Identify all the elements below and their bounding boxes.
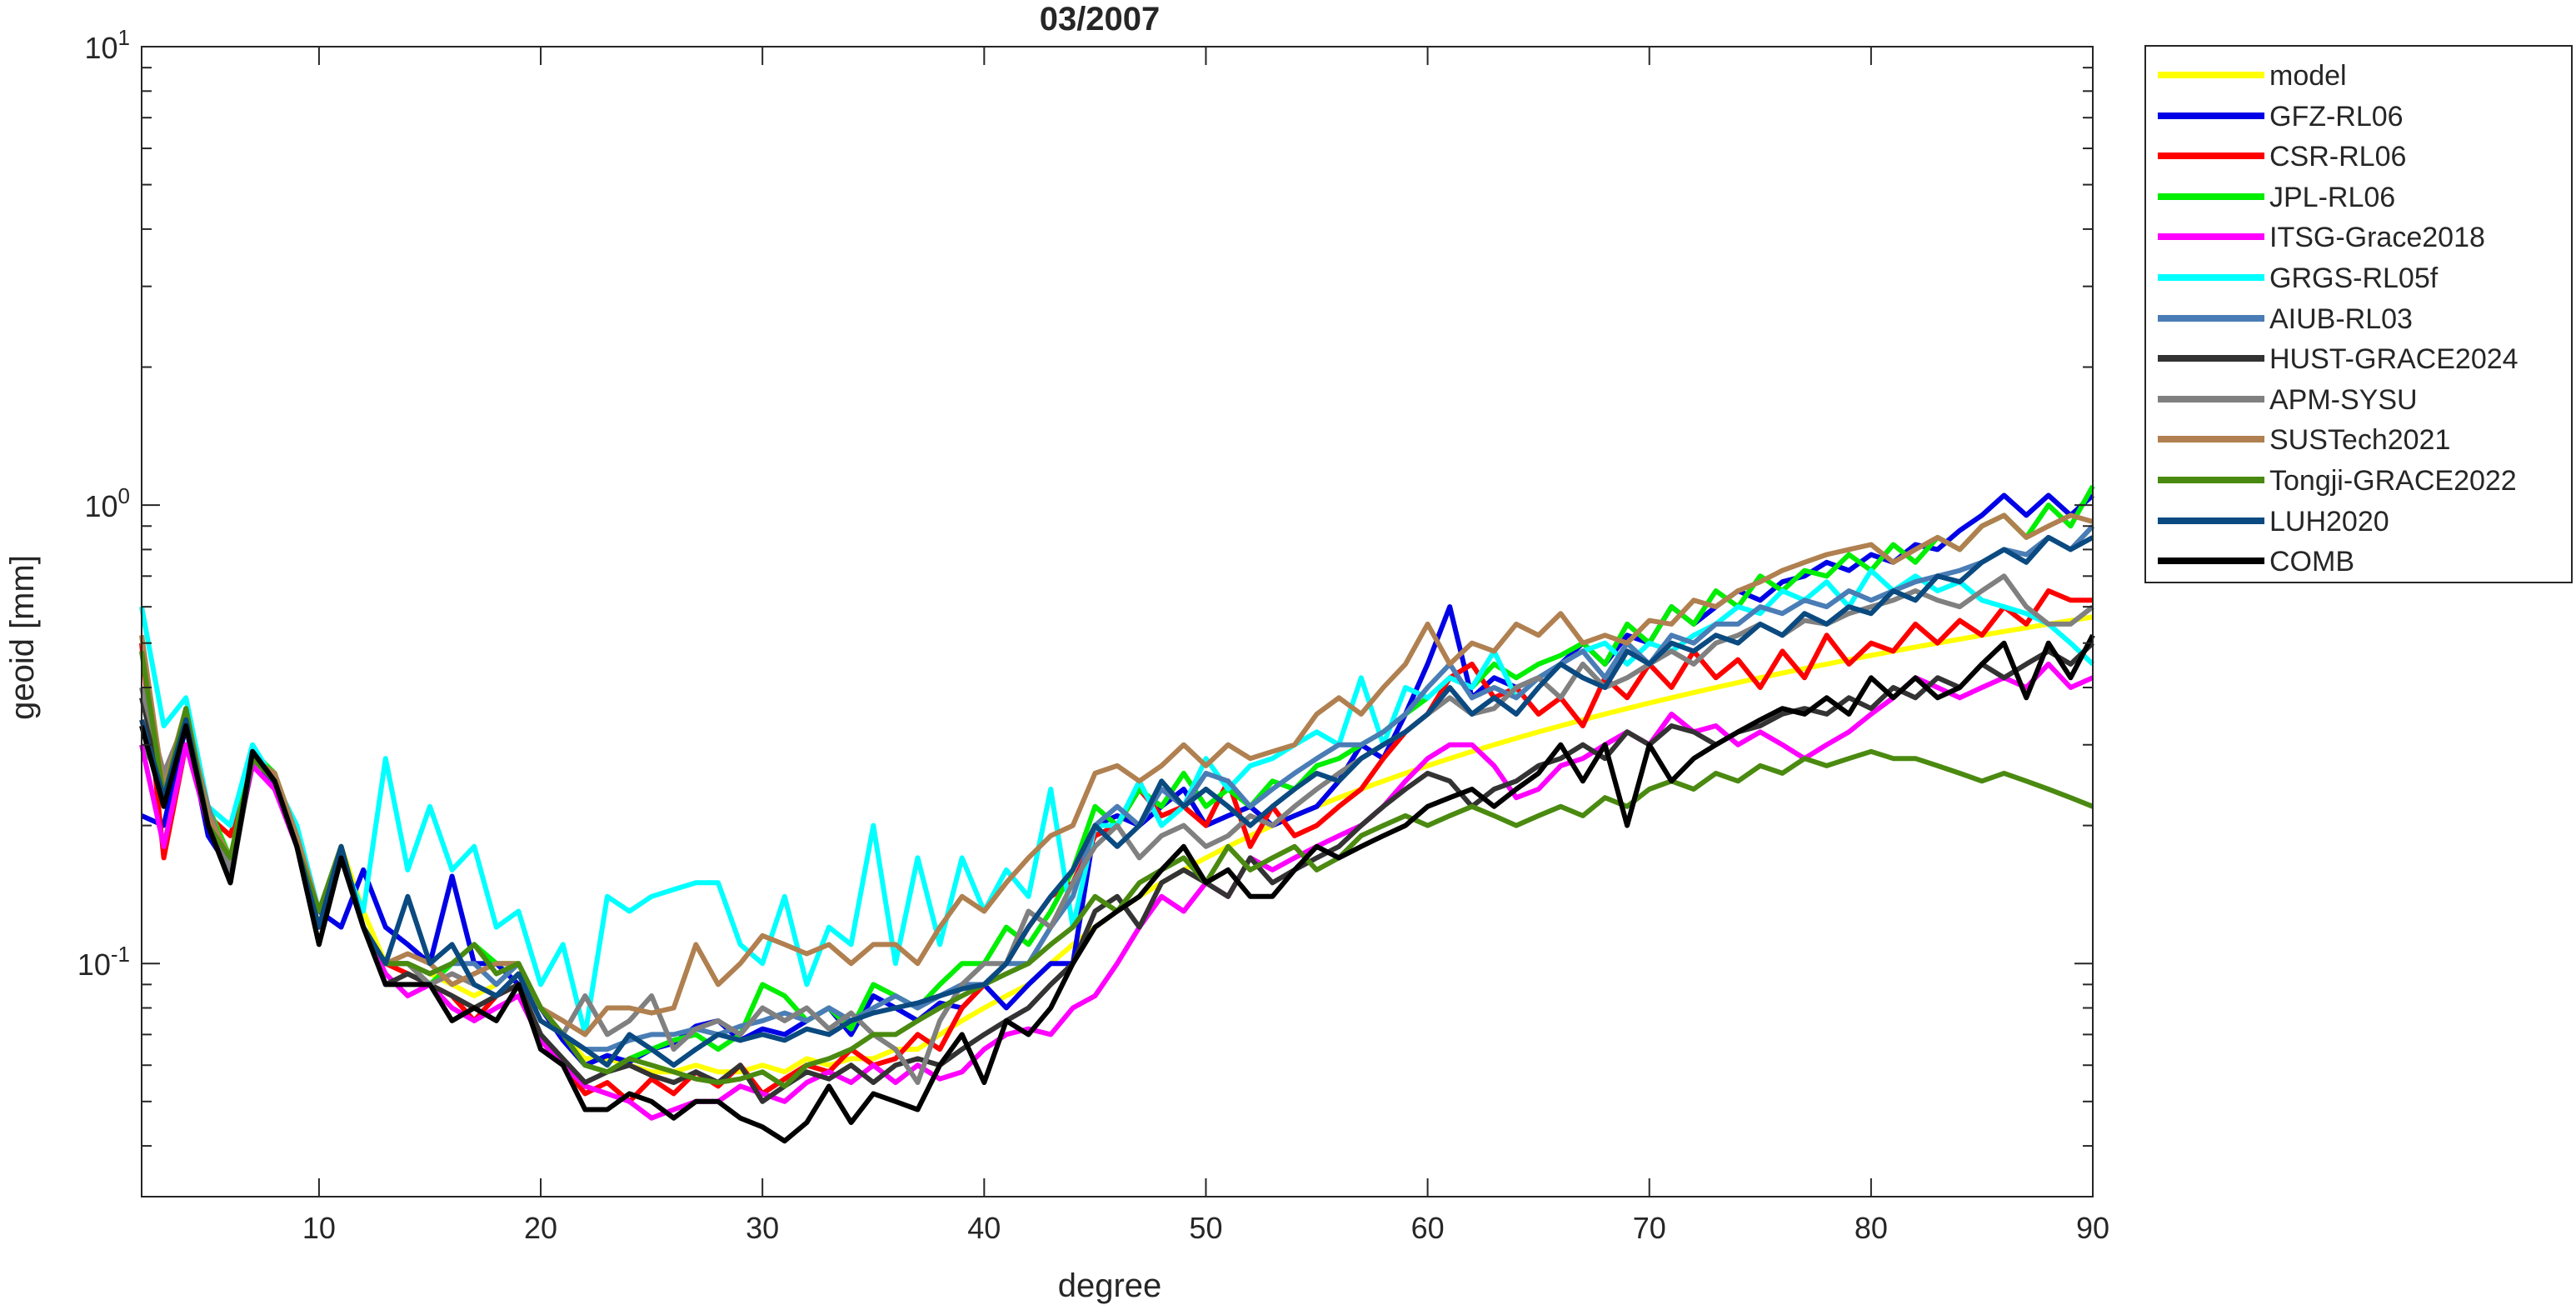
series-line-apm-sysu: [139, 573, 2094, 1085]
series-line-luh2020: [139, 534, 2094, 1068]
legend-label: SUSTech2021: [2269, 424, 2451, 457]
legend-item: ITSG-Grace2018: [2146, 217, 2571, 257]
legend-swatch: [2158, 517, 2264, 524]
legend-item: GFZ-RL06: [2146, 96, 2571, 136]
legend-swatch: [2158, 558, 2264, 565]
x-tick-label: 10: [302, 1211, 336, 1245]
legend: model GFZ-RL06 CSR-RL06 JPL-RL06 ITSG-Grace2…: [2144, 45, 2573, 583]
legend-item: LUH2020: [2146, 501, 2571, 541]
series-line-comb: [139, 633, 2095, 1144]
legend-item: COMB: [2146, 541, 2571, 581]
legend-swatch: [2158, 152, 2264, 160]
legend-swatch: [2158, 477, 2264, 483]
legend-label: ITSG-Grace2018: [2269, 222, 2485, 254]
x-tick-label: 90: [2076, 1211, 2109, 1245]
x-axis-label: degree: [1058, 1268, 1162, 1304]
legend-item: Tongji-GRACE2022: [2146, 460, 2571, 500]
series-line-tongji-grace2022: [139, 650, 2094, 1089]
legend-label: HUST-GRACE2024: [2269, 343, 2519, 376]
y-tick-label: 101: [84, 25, 130, 65]
legend-swatch: [2158, 395, 2264, 402]
legend-label: JPL-RL06: [2269, 181, 2396, 213]
x-tick-label: 80: [1855, 1211, 1888, 1245]
legend-label: COMB: [2269, 546, 2354, 578]
series-line-sustech2021: [139, 512, 2094, 1038]
legend-item: JPL-RL06: [2146, 177, 2571, 217]
legend-swatch: [2158, 274, 2264, 281]
legend-item: CSR-RL06: [2146, 136, 2571, 176]
legend-swatch: [2158, 192, 2264, 200]
x-tick-label: 60: [1411, 1211, 1445, 1245]
legend-item: HUST-GRACE2024: [2146, 338, 2571, 378]
series-line-aiub-rl03: [139, 524, 2095, 1052]
axes: 10 20 30 40 50 60 70 80 90 10-1 100 101: [77, 25, 2109, 1245]
legend-label: model: [2269, 60, 2347, 92]
series-line-itsg-grace2018: [139, 661, 2094, 1121]
legend-swatch: [2158, 314, 2264, 322]
y-axis-label: geoid [mm]: [4, 555, 41, 720]
plot-box: [141, 46, 2094, 1198]
series-line-hust-grace2024: [139, 641, 2095, 1104]
x-tick-label: 70: [1633, 1211, 1666, 1245]
legend-item: model: [2146, 55, 2571, 95]
legend-swatch: [2158, 355, 2264, 362]
legend-swatch: [2158, 112, 2264, 119]
legend-label: LUH2020: [2269, 505, 2389, 538]
x-tick-label: 30: [746, 1211, 779, 1245]
x-tick-label: 50: [1189, 1211, 1222, 1245]
y-tick-label: 10-1: [77, 942, 130, 982]
x-tick-label: 20: [524, 1211, 557, 1245]
x-tick-label: 40: [967, 1211, 1001, 1245]
legend-item: AIUB-RL03: [2146, 298, 2571, 338]
legend-item: APM-SYSU: [2146, 379, 2571, 419]
legend-item: SUSTech2021: [2146, 419, 2571, 459]
chart-title: 03/2007: [1040, 1, 1161, 38]
series-line-gfz-rl06: [140, 492, 2095, 1068]
legend-label: GRGS-RL05f: [2269, 262, 2439, 294]
legend-label: AIUB-RL03: [2269, 302, 2413, 335]
legend-swatch: [2158, 233, 2264, 241]
legend-label: CSR-RL06: [2269, 141, 2407, 173]
y-tick-label: 100: [84, 483, 130, 523]
legend-label: Tongji-GRACE2022: [2269, 465, 2517, 497]
legend-swatch: [2158, 72, 2264, 78]
legend-label: APM-SYSU: [2269, 383, 2418, 416]
legend-swatch: [2158, 436, 2264, 443]
legend-label: GFZ-RL06: [2269, 100, 2404, 132]
legend-item: GRGS-RL05f: [2146, 258, 2571, 298]
plot-area: [139, 484, 2095, 1144]
